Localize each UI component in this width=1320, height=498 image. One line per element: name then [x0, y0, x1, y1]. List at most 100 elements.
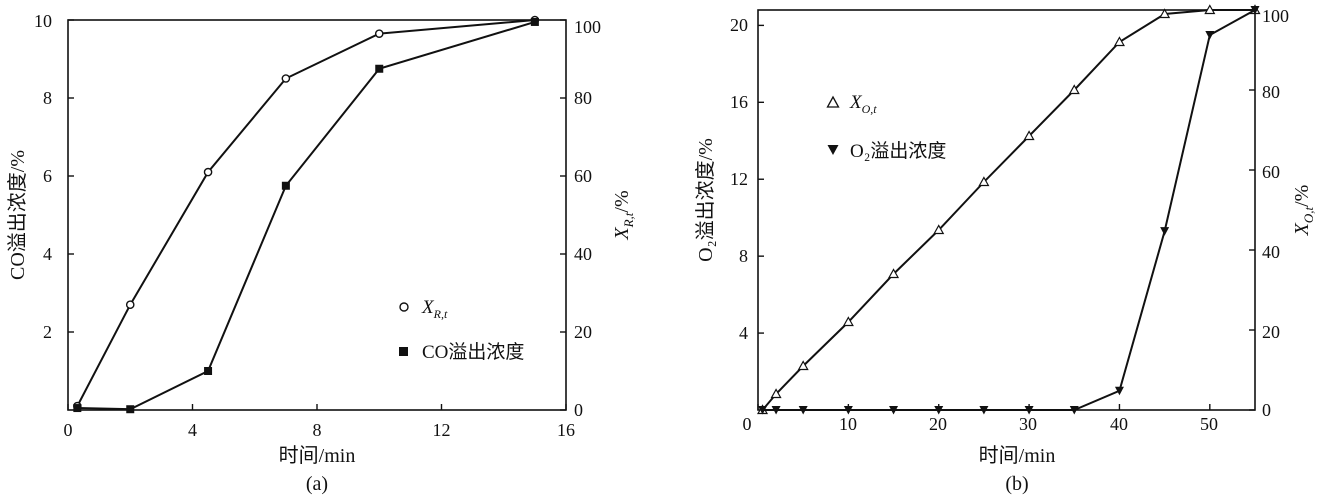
chart-a-legend-marker-circle [399, 302, 409, 312]
chart-b-series-1-point [1069, 406, 1079, 415]
chart-b: 0 10 20 30 40 50 4 8 12 16 20 0 20 40 60… [694, 4, 1316, 495]
chart-a-x-tick-label: 4 [188, 420, 197, 440]
chart-b-y-right-axis-label-unit: /% [1291, 185, 1313, 207]
chart-b-x-tick-label: 40 [1110, 414, 1128, 434]
chart-b-y-left-tick-label: 16 [730, 92, 748, 112]
chart-b-y-left-tick-label: 4 [739, 323, 748, 343]
chart-b-caption: (b) [1005, 473, 1028, 495]
chart-b-y-right-axis-label-subscript: O,t [1301, 206, 1316, 223]
chart-b-series-1-point [1205, 31, 1215, 40]
chart-a-y-left-tick-label: 10 [34, 11, 52, 31]
chart-a-series-0-line [76, 19, 535, 407]
chart-a: 0 4 8 12 16 2 4 6 8 10 0 20 40 60 80 100… [6, 11, 636, 495]
chart-a-x-tick-label: 16 [557, 420, 575, 440]
chart-b-series-1-point [843, 406, 853, 415]
chart-a-y-left-axis-label: CO溢出浓度/% [6, 150, 29, 280]
chart-a-legend: XR,t CO溢出浓度 [399, 297, 524, 363]
chart-a-legend-label-co: CO溢出浓度 [422, 341, 524, 363]
chart-b-series-1-point [889, 406, 899, 415]
chart-a-y-left-tick-label: 2 [43, 322, 52, 342]
chart-a-series-0-point [374, 29, 384, 38]
chart-b-legend-label-xo-symbol: X [849, 92, 863, 113]
chart-a-y-right-tick-label: 80 [574, 88, 592, 108]
chart-b-y-right-tick-label: 60 [1262, 162, 1280, 182]
chart-a-series-1-point [126, 405, 135, 414]
chart-b-plot-frame [757, 9, 1256, 411]
chart-b-series-1-point [979, 406, 989, 415]
chart-b-series-1-point [1024, 406, 1034, 415]
chart-b-series-0-line [761, 9, 1255, 411]
chart-a-series-1-point [281, 181, 290, 190]
chart-b-y-right-tick-label: 40 [1262, 242, 1280, 262]
chart-b-x-tick-label: 50 [1200, 414, 1218, 434]
chart-a-y-left-tick-label: 8 [43, 88, 52, 108]
chart-a-y-right-axis-label: XR,t/% [611, 190, 636, 240]
chart-b-series-1-point [934, 406, 944, 415]
chart-a-y-right-tick-label: 20 [574, 322, 592, 342]
chart-a-legend-label-xr: XR,t [421, 297, 448, 321]
chart-b-series-0-point [1023, 130, 1035, 141]
chart-a-y-right-axis-label-symbol: X [611, 227, 633, 241]
chart-a-y-right-axis-label-subscript: R,t [621, 212, 636, 228]
chart-b-series-1-point [1160, 227, 1170, 236]
chart-b-x-tick-label: 10 [839, 414, 857, 434]
chart-b-y-right-tick-label: 20 [1262, 322, 1280, 342]
chart-b-y-left-tick-label: 20 [730, 15, 748, 35]
chart-a-y-left-tick-label: 6 [43, 166, 52, 186]
chart-a-series-0-point [281, 74, 291, 83]
chart-a-legend-label-xr-symbol: X [421, 297, 435, 318]
chart-b-legend-marker-filled-triangle [827, 145, 839, 155]
chart-b-y-left-axis-label: O₂溢出浓度/% [694, 138, 717, 262]
chart-a-y-right-tick-label: 100 [574, 17, 601, 37]
chart-a-x-tick-label: 8 [313, 420, 322, 440]
chart-a-series-1-point [204, 367, 213, 375]
chart-a-x-tick-label: 12 [433, 420, 451, 440]
chart-b-y-right-axis-label-symbol: X [1291, 222, 1313, 236]
chart-a-y-right-axis-label-unit: /% [611, 190, 633, 212]
chart-b-legend-marker-open-triangle [826, 95, 840, 108]
chart-b-series-0-point [933, 224, 945, 235]
chart-a-legend-marker-square [399, 347, 408, 356]
chart-b-series-1-point [1250, 6, 1260, 15]
chart-b-y-right-tick-label: 0 [1262, 400, 1271, 420]
chart-b-y-right-tick-label: 100 [1262, 6, 1289, 26]
chart-b-y-right-axis-label: XO,t/% [1291, 185, 1316, 237]
chart-b-y-left-tick-label: 8 [739, 246, 748, 266]
chart-b-series-1-point [771, 406, 781, 415]
chart-a-x-tick-label: 0 [64, 420, 73, 440]
chart-a-y-right-tick-label: 40 [574, 244, 592, 264]
chart-b-y-left-tick-label: 12 [730, 169, 748, 189]
chart-a-series-1-point [530, 17, 539, 26]
chart-b-series-0-point [1159, 8, 1171, 19]
chart-b-legend-label-o2: O₂溢出浓度 [850, 140, 946, 162]
chart-b-legend-label-xo: XO,t [849, 92, 877, 116]
chart-b-legend-label-xo-subscript: O,t [862, 102, 878, 116]
chart-b-series-0-point [842, 316, 854, 327]
chart-b-x-axis-label: 时间/min [979, 444, 1056, 467]
chart-a-y-right-tick-label: 0 [574, 400, 583, 420]
chart-a-x-axis-label: 时间/min [279, 444, 356, 467]
chart-b-legend: XO,t O₂溢出浓度 [826, 92, 946, 162]
chart-a-caption: (a) [306, 473, 328, 495]
chart-b-series-1-point [798, 406, 808, 415]
chart-b-series-0-point [978, 176, 990, 187]
chart-b-series-1-point [758, 406, 768, 415]
chart-b-series-0-point [770, 388, 782, 399]
chart-a-y-right-tick-label: 60 [574, 166, 592, 186]
chart-a-series-1-point [375, 64, 384, 73]
chart-b-series-0-point [797, 360, 809, 371]
chart-a-y-left-tick-label: 4 [43, 244, 52, 264]
chart-b-y-right-tick-label: 80 [1262, 82, 1280, 102]
chart-b-series-0-point [1068, 84, 1080, 95]
chart-a-series-1-line [77, 20, 536, 411]
chart-b-series-0-point [888, 268, 900, 279]
chart-a-series-0-point [125, 300, 135, 310]
chart-b-series-1-line [762, 9, 1256, 411]
chart-b-series-0-point [1113, 36, 1125, 47]
chart-b-series-1-point [1114, 386, 1124, 396]
chart-a-legend-label-xr-subscript: R,t [433, 307, 448, 321]
chart-a-series-1-point [73, 404, 82, 413]
chart-a-series-0-point [203, 167, 213, 177]
chart-b-x-tick-label: 0 [743, 414, 752, 434]
